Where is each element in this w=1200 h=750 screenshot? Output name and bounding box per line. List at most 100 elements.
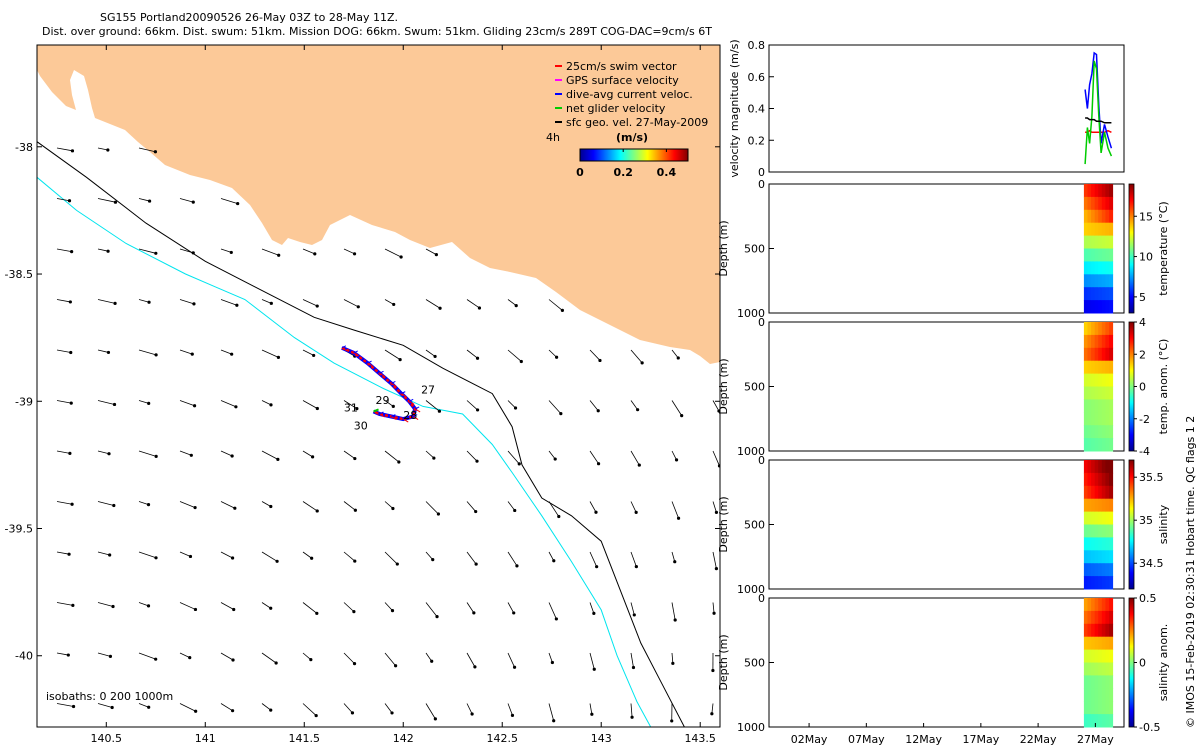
profile-cell [1105,287,1110,301]
geo-vector-head [517,462,521,466]
geo-vector [384,299,394,305]
geo-vector [507,602,515,614]
geo-vector [466,703,473,715]
depth-tick-label: 1000 [737,445,765,458]
geo-vector-head [512,611,516,615]
geo-vector-head [113,301,117,305]
profile-cell [1105,261,1110,275]
velocity-y-tick-label: 0.8 [748,39,766,52]
geo-vector [56,703,74,707]
geo-vector-head [269,708,273,712]
geo-vector [261,400,272,406]
depth-tick-label: 1000 [737,307,765,320]
profile-cell [1098,537,1103,551]
geo-vector [711,703,714,714]
geo-vector [384,248,402,258]
geo-vector [179,400,195,407]
geo-vector-head [470,712,474,716]
profile-cell [1091,472,1096,487]
geo-vector [302,450,313,458]
geo-vector-head [277,253,281,257]
geo-vector-head [397,460,401,464]
depth-tick-label: 500 [744,657,765,670]
colorbar-tick-label: 5 [1139,291,1146,304]
profile-cell [1094,472,1099,487]
profile-cell [1098,386,1103,400]
profile-cell [1087,688,1092,702]
dac-vector [367,360,372,364]
profile-cell [1087,209,1092,224]
profile-cell [1083,248,1088,262]
colorbar-tick-label: 0.5 [1139,592,1157,605]
profile-cell [1083,498,1088,513]
profile-cell [1109,649,1114,663]
geo-vector [138,248,156,254]
dac-vector [414,406,420,410]
profile-cell [1098,714,1103,728]
profile-cell [1109,334,1114,349]
geo-vector [548,299,563,311]
geo-vector [384,703,393,714]
geo-vector-head [398,358,402,362]
geo-vector-head [554,617,558,621]
time-tick-label: 07May [848,733,885,746]
profile-cell [1105,623,1110,638]
geo-vector-head [112,402,117,407]
profile-cell [1091,485,1096,500]
profile-cell [1087,399,1092,413]
geo-vector-head [230,454,234,458]
profile-cell [1091,511,1096,525]
geo-vector-head [438,306,442,310]
geo-vector-head [146,503,151,507]
profile-cell [1083,472,1088,487]
profile-cell [1083,662,1088,676]
geo-vector-head [69,401,73,405]
geo-vector [97,248,109,252]
profile-cell [1091,412,1096,426]
geo-vector-head [390,609,395,613]
geo-vector-head [392,302,396,307]
profile-cell [1087,662,1092,676]
geo-vector-head [191,200,195,204]
velocity-series-line [1085,129,1112,134]
geo-vector [302,703,317,716]
geo-vector [712,602,715,614]
profile-cell [1098,235,1103,249]
geo-vector [589,602,595,614]
profile-cell [1087,274,1092,288]
velocity-series-line [1085,117,1112,124]
profile-cell [1091,610,1096,625]
velocity-series-line [1084,60,1113,165]
geo-vector-head [433,717,437,721]
profile-cell [1098,610,1103,625]
profile-cell [1109,460,1114,474]
profile-cell [1101,576,1106,590]
profile-cell [1094,675,1099,689]
geo-vector [548,703,555,721]
geo-vector [56,602,73,606]
geo-vector [56,248,72,253]
geo-vector-head [596,409,600,413]
geo-vector-head [630,715,634,719]
profile-cell [1105,675,1110,689]
geo-vector [425,248,437,255]
geo-vector [138,450,157,457]
velocity-y-tick-label: 0.6 [748,71,766,84]
profile-cell [1098,675,1103,689]
profile-cell [1083,184,1088,198]
track-day-label: 29 [376,394,390,407]
swim-vector [412,416,419,420]
colorbar-label: salinity [1157,504,1170,544]
geo-vector [56,501,73,505]
geo-vector [97,602,114,607]
geo-vector [384,349,401,360]
land-mass [37,45,720,364]
dac-vector [403,416,408,420]
profile-cell [1094,576,1099,590]
profile-cell [1101,412,1106,426]
map-y-tick-label: -40 [15,650,33,663]
profile-cell [1098,196,1103,211]
geo-vector [179,551,191,557]
profile-cell [1109,438,1114,452]
profile-cell [1109,347,1114,362]
